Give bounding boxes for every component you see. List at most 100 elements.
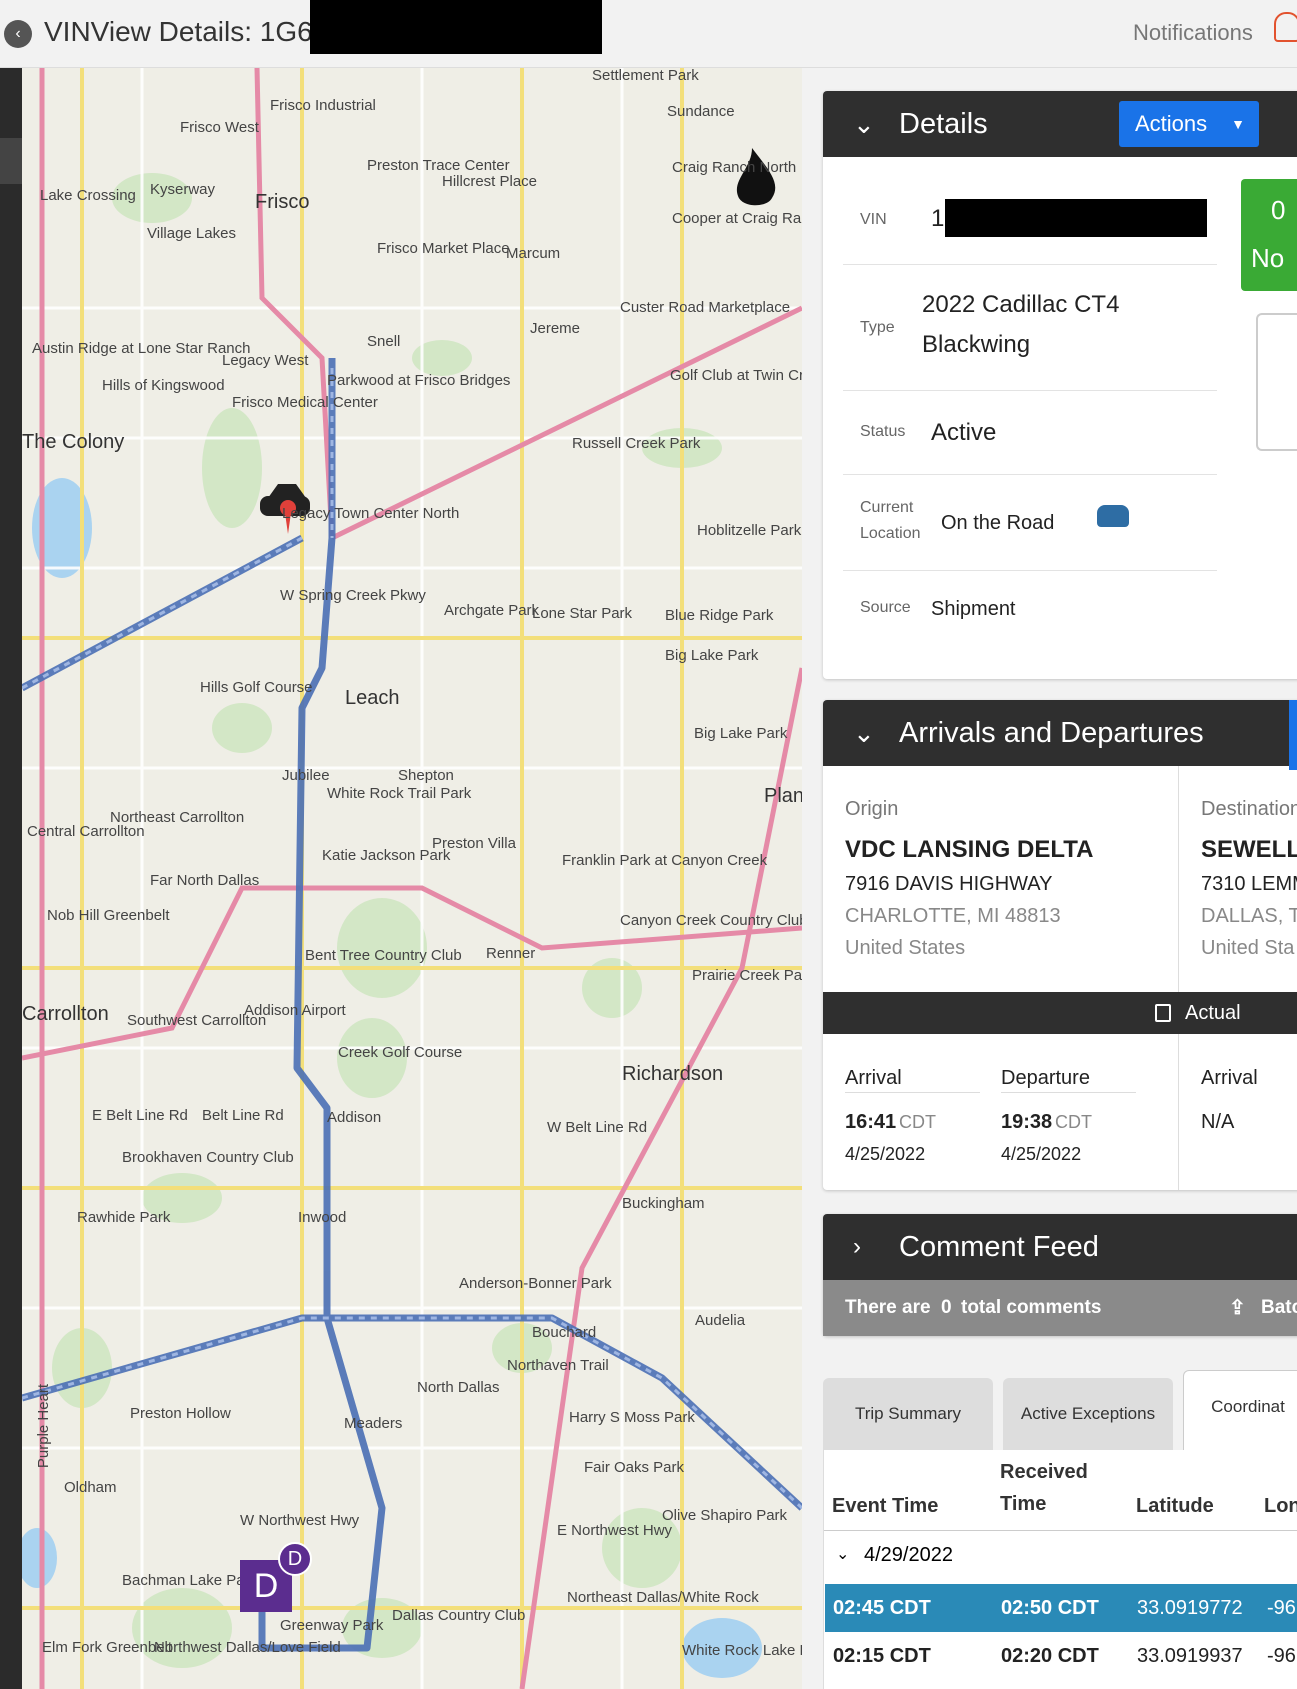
map-label: E Northwest Hwy: [557, 1522, 673, 1539]
column-header[interactable]: Received Time: [1000, 1461, 1088, 1515]
side-card[interactable]: [1256, 313, 1297, 451]
column-header[interactable]: Latitude: [1136, 1495, 1214, 1517]
map-label: Austin Ridge at Lone Star Ranch: [32, 340, 251, 357]
map-label: Hills Golf Course: [200, 679, 313, 696]
column-header[interactable]: Lon: [1264, 1495, 1297, 1517]
map-label: Prairie Creek Park: [692, 967, 802, 984]
map-label: Custer Road Marketplace: [620, 299, 791, 316]
map-label: Anderson-Bonner Park: [459, 1275, 612, 1292]
map-label: Bouchard: [532, 1324, 597, 1341]
arrivals-header[interactable]: ⌄ Arrivals and Departures: [823, 700, 1297, 766]
arrival-label: Arrival: [845, 1067, 902, 1089]
map-label: Bachman Lake Park: [122, 1572, 258, 1589]
map-label: Addison: [327, 1109, 382, 1126]
caret-down-icon: ▼: [1231, 116, 1245, 132]
status-row: Status Active: [843, 391, 1217, 475]
map-label: Jubilee: [282, 767, 330, 784]
chevron-down-icon[interactable]: ⌄: [853, 109, 875, 139]
map-label: Sundance: [667, 103, 735, 120]
map-label: Frisco Medical Center: [232, 394, 378, 411]
details-header[interactable]: ⌄ Details Actions ▼: [823, 91, 1297, 157]
destination-street: 7310 LEMM: [1201, 873, 1297, 895]
comment-title: Comment Feed: [899, 1231, 1099, 1263]
back-button[interactable]: ‹: [4, 20, 32, 48]
map-label: Preston Hollow: [130, 1405, 231, 1422]
route-map[interactable]: Frisco Industrial Frisco West Frisco Pre…: [22, 68, 802, 1689]
table-row[interactable]: 02:15 CDT 02:20 CDT 33.0919937 -96: [825, 1632, 1297, 1680]
map-label: Snell: [367, 333, 401, 350]
location-value: On the Road: [941, 512, 1055, 534]
map-label: Elm Fork Greenbelt: [42, 1639, 173, 1656]
arrivals-panel: ⌄ Arrivals and Departures Origin VDC LAN…: [823, 700, 1297, 1190]
chevron-right-icon[interactable]: ›: [853, 1233, 861, 1260]
origin-departure-time: 19:38: [1001, 1111, 1053, 1133]
map-label: Big Lake Park: [665, 647, 759, 664]
map-label: Archgate Park: [444, 602, 540, 619]
car-icon: [1097, 505, 1129, 527]
upload-icon[interactable]: ⇪: [1229, 1297, 1246, 1319]
map-label: Craig Ranch North: [672, 159, 797, 176]
type-value: 2022 Cadillac CT4: [922, 291, 1120, 318]
map-label: Southwest Carrollton: [127, 1012, 267, 1029]
map-label: Cooper at Craig Ranch: [672, 210, 802, 227]
destination-badge: D: [278, 1542, 312, 1576]
destination-arrival-value: N/A: [1201, 1111, 1235, 1133]
map-label: Renner: [486, 945, 536, 962]
sidebar-selected-item[interactable]: [0, 138, 22, 184]
map-label: Hills of Kingswood: [102, 377, 225, 394]
map-label: Blue Ridge Park: [665, 607, 774, 624]
source-label: Source: [860, 599, 911, 616]
map-label: Frisco Industrial: [270, 97, 376, 114]
vin-row: VIN 1: [843, 179, 1217, 265]
table-row[interactable]: 02:45 CDT 02:50 CDT 33.0919772 -96: [825, 1584, 1297, 1632]
map-label: W Northwest Hwy: [240, 1512, 360, 1529]
divider: [1001, 1092, 1136, 1093]
map-label: Harry S Moss Park: [569, 1409, 695, 1426]
map-label: The Colony: [22, 431, 125, 453]
batch-upload-button[interactable]: Batc: [1261, 1297, 1297, 1318]
map-label: Big Lake Park: [694, 725, 788, 742]
map-label: W Belt Line Rd: [547, 1119, 648, 1136]
left-sidebar: [0, 68, 22, 1689]
actual-bar: Actual: [823, 992, 1297, 1034]
chevron-down-icon[interactable]: ⌄: [853, 718, 875, 748]
map-canvas: [22, 68, 802, 1689]
origin-arrival-tz: CDT: [899, 1112, 936, 1132]
map-label: Purple Heart: [35, 1383, 53, 1469]
map-label: Preston Villa: [432, 835, 516, 852]
tab-trip-summary[interactable]: Trip Summary: [823, 1378, 993, 1450]
divider: [845, 1092, 980, 1093]
tab-active-exceptions[interactable]: Active Exceptions: [1003, 1378, 1173, 1450]
map-label: Central Carrollton: [27, 823, 145, 840]
column-header[interactable]: Event Time: [832, 1495, 939, 1517]
notifications-link[interactable]: Notifications: [1133, 20, 1253, 45]
map-label: Leach: [345, 687, 400, 709]
destination-city: DALLAS, T: [1201, 905, 1297, 927]
comment-count: 0: [941, 1297, 952, 1318]
map-label: Rawhide Park: [77, 1209, 171, 1226]
departure-label: Departure: [1001, 1067, 1090, 1089]
type-value: Blackwing: [922, 331, 1031, 358]
origin-country: United States: [845, 937, 966, 959]
destination-arrival-label: Arrival: [1201, 1067, 1258, 1089]
exceptions-card[interactable]: 0 No: [1241, 179, 1297, 291]
map-label: Jereme: [530, 320, 581, 337]
bell-icon[interactable]: [1274, 12, 1297, 42]
tab-coordinates[interactable]: Coordinat: [1183, 1370, 1297, 1450]
longitude: -96: [1267, 1645, 1296, 1667]
source-row: Source Shipment: [843, 571, 1217, 655]
map-label: Creek Golf Course: [338, 1044, 463, 1061]
comment-panel: › Comment Feed There are 0 total comment…: [823, 1214, 1297, 1336]
map-label: Preston Trace Center: [367, 157, 510, 174]
map-label: Carrollton: [22, 1003, 109, 1025]
chevron-down-icon[interactable]: ⌄: [836, 1546, 850, 1563]
comment-header[interactable]: › Comment Feed: [823, 1214, 1297, 1280]
map-label: Frisco: [255, 191, 310, 213]
date-group[interactable]: 4/29/2022: [864, 1544, 953, 1566]
location-row: Current Location On the Road: [843, 475, 1217, 571]
map-label: Belt Line Rd: [202, 1107, 284, 1124]
map-label: Inwood: [298, 1209, 347, 1226]
actions-button[interactable]: Actions ▼: [1119, 101, 1259, 147]
map-label: Shepton: [398, 767, 454, 784]
map-label: Northeast Carrollton: [110, 809, 245, 826]
